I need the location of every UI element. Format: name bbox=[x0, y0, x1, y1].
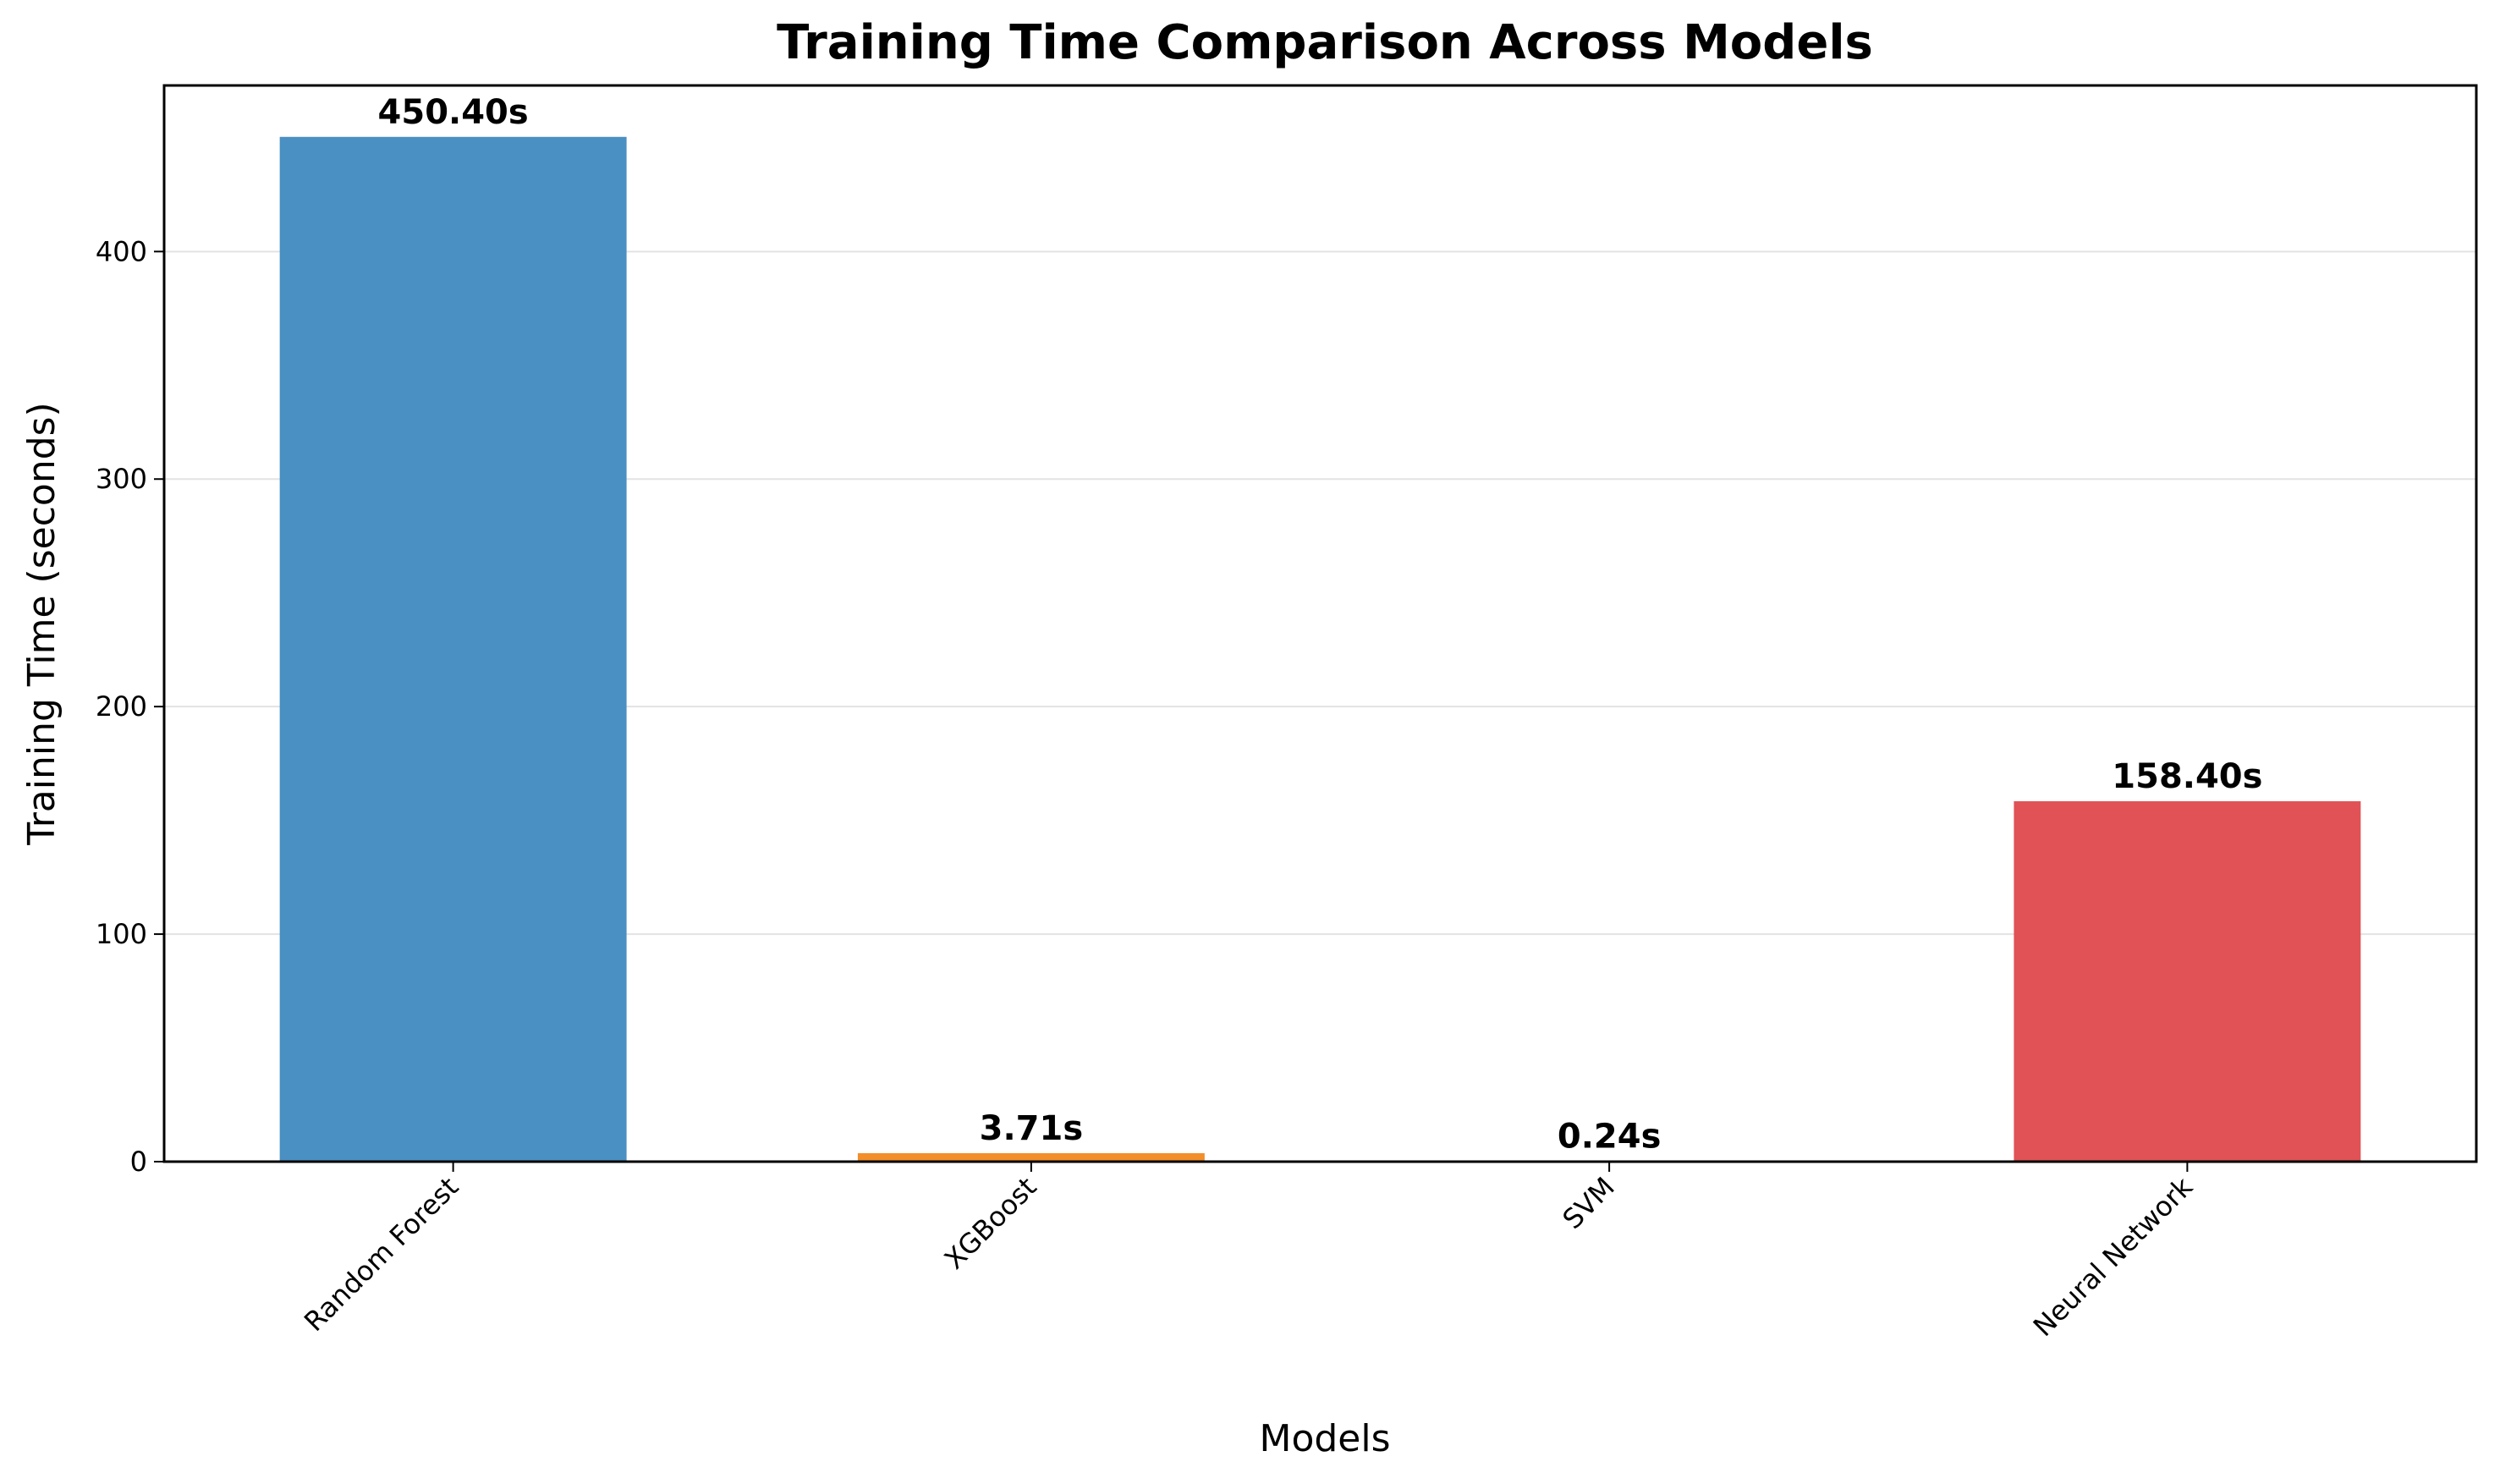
bar-value-label: 158.40s bbox=[2112, 757, 2262, 796]
bar-value-label: 450.40s bbox=[378, 93, 529, 132]
x-axis-title: Models bbox=[1259, 1417, 1390, 1460]
bar-value-labels: 450.40s 3.71s 0.24s 158.40s bbox=[378, 93, 2263, 1157]
y-tick-label: 0 bbox=[130, 1146, 147, 1178]
x-tick-label: SVM bbox=[1557, 1171, 1621, 1235]
bar-value-label: 3.71s bbox=[980, 1109, 1084, 1148]
x-tick-label: XGBoost bbox=[938, 1171, 1043, 1276]
bar bbox=[857, 1153, 1205, 1162]
x-tick-label: Random Forest bbox=[298, 1171, 464, 1338]
bars bbox=[279, 136, 2361, 1162]
y-axis-title: Training Time (seconds) bbox=[20, 402, 63, 845]
plot-frame bbox=[162, 84, 2478, 1163]
y-tick-label: 300 bbox=[96, 463, 147, 495]
x-tick-label: Neural Network bbox=[2027, 1170, 2200, 1343]
y-tick-label: 400 bbox=[96, 235, 147, 267]
bar bbox=[2014, 801, 2361, 1162]
chart-title: Training Time Comparison Across Models bbox=[777, 15, 1873, 70]
y-axis: 0 100 200 300 400 bbox=[96, 235, 164, 1178]
bar bbox=[279, 136, 627, 1162]
y-tick-label: 100 bbox=[96, 918, 147, 950]
bar-value-label: 0.24s bbox=[1558, 1117, 1662, 1156]
y-tick-label: 200 bbox=[96, 690, 147, 723]
x-axis: Random Forest XGBoost SVM Neural Network bbox=[298, 1162, 2199, 1343]
